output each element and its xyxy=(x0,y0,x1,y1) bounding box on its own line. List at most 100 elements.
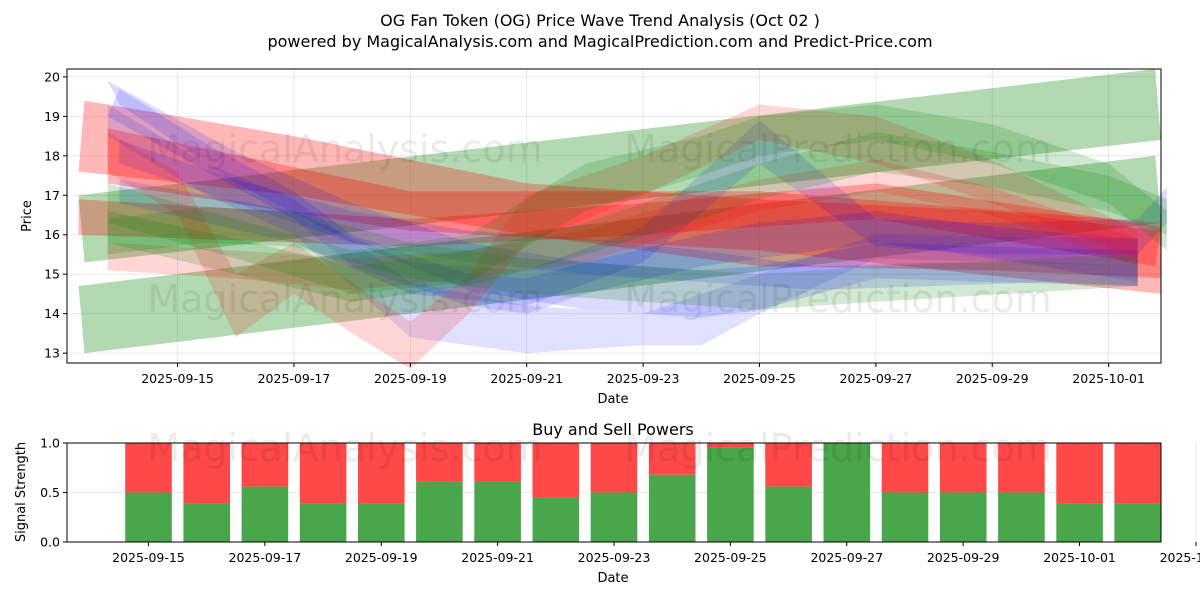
price-wave-band-1 xyxy=(78,69,1162,263)
buy-bar xyxy=(939,492,987,542)
buy-bar xyxy=(998,492,1045,542)
sell-bar xyxy=(939,443,987,493)
price-wave-band-5 xyxy=(107,128,1162,294)
buy-bar xyxy=(881,492,929,542)
price-y-tick-label: 16 xyxy=(44,227,60,242)
signal-y-tick-label: 0.5 xyxy=(40,485,60,500)
price-wave-band-14 xyxy=(107,132,1167,302)
price-y-tick-label: 14 xyxy=(44,306,60,321)
price-x-ticks: 2025-09-15 2025-09-17 2025-09-19 2025-09-21… xyxy=(141,363,1145,386)
signal-y-tick-label: 0.0 xyxy=(40,535,60,550)
price-wave-band-6 xyxy=(107,80,1138,318)
price-wave-band-3 xyxy=(78,100,1162,279)
price-x-tick-label: 2025-09-27 xyxy=(840,371,913,386)
sell-bar xyxy=(998,443,1045,493)
price-y-tick-label: 15 xyxy=(44,267,60,282)
price-x-tick-label: 2025-09-15 xyxy=(141,371,214,386)
price-x-tick-label: 2025-09-19 xyxy=(374,371,447,386)
price-y-tick-label: 18 xyxy=(44,148,60,163)
price-wave-panel: MagicalAnalysis.com MagicalPrediction.co… xyxy=(20,68,1167,407)
signal-y-tick-label: 1.0 xyxy=(40,436,60,451)
price-wave-band-15 xyxy=(107,207,1138,310)
price-x-tick-label: 2025-09-29 xyxy=(956,371,1029,386)
sell-bar xyxy=(881,443,929,493)
sell-bar xyxy=(590,443,638,493)
price-wave-bands xyxy=(78,69,1167,369)
buy-bar xyxy=(1114,503,1161,542)
sell-bar xyxy=(1114,443,1161,504)
price-x-tick-label: 2025-09-21 xyxy=(490,371,563,386)
price-wave-band-2 xyxy=(78,155,1162,354)
watermark-prediction-mid: MagicalPrediction.com xyxy=(624,277,1052,321)
buy-bar xyxy=(299,503,347,542)
signal-x-tick-label: 2025-09-29 xyxy=(927,550,1000,565)
buy-bar xyxy=(707,447,754,542)
price-y-tick-label: 17 xyxy=(44,188,60,203)
sell-bar xyxy=(416,443,463,482)
price-wave-band-7 xyxy=(107,104,1138,354)
buy-bar xyxy=(125,492,172,542)
chart-title: OG Fan Token (OG) Price Wave Trend Analy… xyxy=(380,11,820,30)
chart-subtitle: powered by MagicalAnalysis.com and Magic… xyxy=(267,32,932,51)
signal-x-tick-label: 2025-09-15 xyxy=(112,550,185,565)
price-wave-band-10 xyxy=(119,140,1138,290)
price-x-tick-label: 2025-10-01 xyxy=(1072,371,1145,386)
buy-bar xyxy=(241,486,289,542)
price-wave-band-11 xyxy=(107,104,1138,369)
price-wave-band-9 xyxy=(107,88,1138,314)
buy-bar xyxy=(183,503,230,542)
price-y-axis-label: Price xyxy=(20,200,35,232)
buy-bar xyxy=(765,486,812,542)
watermark-analysis-bottom: MagicalAnalysis.com xyxy=(147,426,542,470)
price-wave-band-8 xyxy=(119,120,1167,306)
signal-x-tick-label: 2025-09-21 xyxy=(461,550,534,565)
price-y-tick-label: 13 xyxy=(44,346,60,361)
price-plot-frame xyxy=(66,68,1162,364)
buy-bar xyxy=(648,474,696,542)
signal-y-axis-label: Signal Strength xyxy=(14,442,29,542)
sell-bar xyxy=(532,443,580,498)
buy-bar xyxy=(532,497,580,542)
signal-y-ticks: 0.0 0.5 1.0 xyxy=(40,436,67,550)
sell-bar xyxy=(358,443,405,504)
price-wave-band-12 xyxy=(107,159,1138,290)
signal-x-axis-label: Date xyxy=(597,571,628,586)
sell-bar xyxy=(1056,443,1103,504)
signal-x-tick-label: 2025-09-23 xyxy=(578,550,651,565)
signal-title: Buy and Sell Powers xyxy=(532,420,694,439)
signal-x-tick-label: 2025-09-25 xyxy=(694,550,767,565)
price-x-axis-label: Date xyxy=(597,392,628,407)
sell-bar xyxy=(474,443,521,482)
sell-bar xyxy=(241,443,289,487)
price-x-tick-label: 2025-09-25 xyxy=(723,371,796,386)
sell-bar xyxy=(765,443,812,487)
watermark-analysis-mid: MagicalAnalysis.com xyxy=(147,277,542,321)
buy-bar xyxy=(590,492,638,542)
signal-x-tick-label: 2025-09-17 xyxy=(229,550,302,565)
sell-bar xyxy=(648,443,696,475)
buy-bar xyxy=(416,481,463,542)
buy-bar xyxy=(474,481,521,542)
signal-panel: Buy and Sell Powers MagicalAnalysis.com … xyxy=(14,420,1200,586)
signal-x-tick-label: 2025-10-03 xyxy=(1160,550,1200,565)
signal-x-ticks: 2025-09-15 2025-09-17 2025-09-19 2025-09-21… xyxy=(112,542,1200,565)
watermark-analysis-top: MagicalAnalysis.com xyxy=(147,127,542,171)
signal-x-tick-label: 2025-09-19 xyxy=(345,550,418,565)
price-grid xyxy=(67,69,1161,363)
price-y-tick-label: 20 xyxy=(44,69,60,84)
price-y-ticks: 13 14 15 16 17 18 19 20 xyxy=(44,69,67,361)
watermark-prediction-bottom: MagicalPrediction.com xyxy=(624,426,1052,470)
price-wave-band-4 xyxy=(78,183,1162,267)
sell-bar xyxy=(183,443,230,504)
buy-bar xyxy=(823,443,871,542)
sell-bar xyxy=(125,443,172,493)
watermark-prediction-top: MagicalPrediction.com xyxy=(624,127,1052,171)
price-x-tick-label: 2025-09-17 xyxy=(258,371,331,386)
sell-bar xyxy=(707,443,754,448)
buy-bar xyxy=(1056,503,1103,542)
price-x-tick-label: 2025-09-23 xyxy=(607,371,680,386)
signal-x-tick-label: 2025-09-27 xyxy=(810,550,883,565)
buy-bar xyxy=(358,503,405,542)
